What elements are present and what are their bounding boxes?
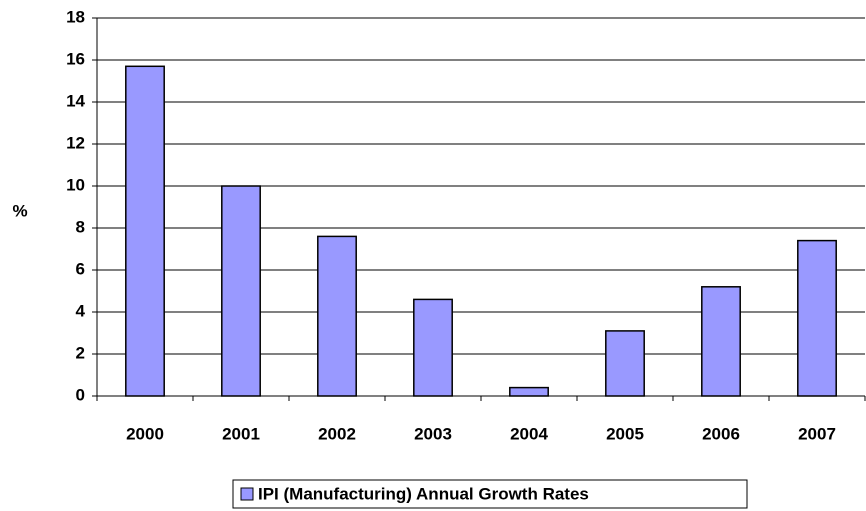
legend-swatch	[240, 487, 254, 501]
y-tick-label: 12	[66, 133, 85, 152]
bar	[317, 235, 357, 397]
x-tick-label: 2001	[222, 424, 260, 443]
bar	[605, 330, 645, 397]
x-tick-label: 2006	[702, 424, 740, 443]
y-axis-label: %	[12, 201, 27, 220]
bar	[413, 298, 453, 397]
y-tick-label: 8	[76, 217, 85, 236]
bar	[797, 239, 837, 397]
x-tick-label: 2002	[318, 424, 356, 443]
y-tick-label: 10	[66, 175, 85, 194]
y-tick-label: 18	[66, 7, 85, 26]
y-tick-label: 6	[76, 259, 85, 278]
x-tick-label: 2007	[798, 424, 836, 443]
y-tick-label: 4	[76, 301, 86, 320]
y-tick-label: 16	[66, 49, 85, 68]
y-tick-label: 2	[76, 343, 85, 362]
legend-box	[232, 479, 748, 509]
x-tick-label: 2005	[606, 424, 644, 443]
bar	[125, 65, 165, 397]
y-tick-label: 0	[76, 385, 85, 404]
bar	[701, 286, 741, 397]
x-tick-label: 2004	[510, 424, 548, 443]
bar	[509, 386, 549, 397]
legend-label: IPI (Manufacturing) Annual Growth Rates	[258, 484, 589, 503]
bar	[221, 185, 261, 397]
y-tick-label: 14	[66, 91, 85, 110]
x-tick-label: 2003	[414, 424, 452, 443]
x-tick-label: 2000	[126, 424, 164, 443]
